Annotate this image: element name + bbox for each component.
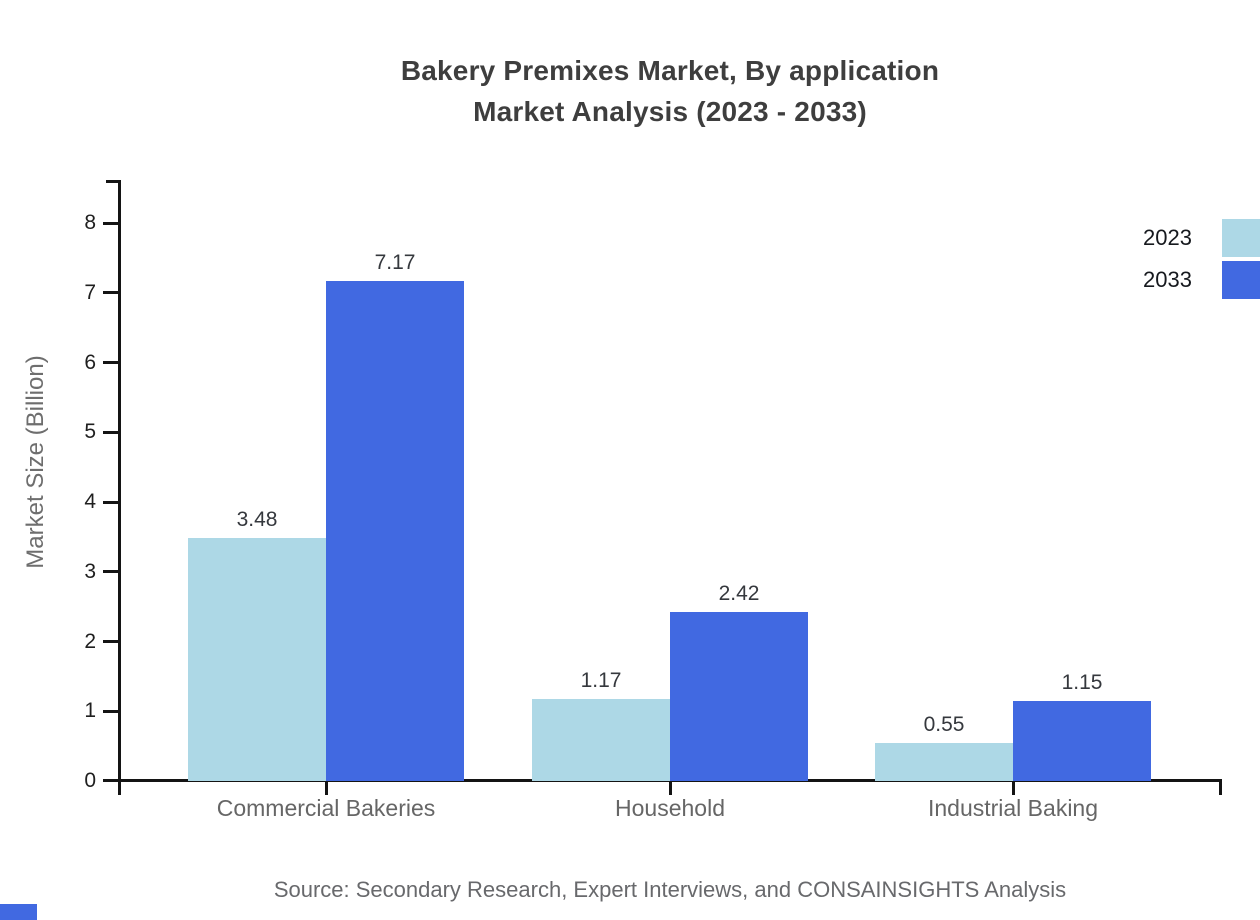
chart-title-line1: Bakery Premixes Market, By application — [400, 55, 940, 86]
y-tick-label-1: 1 — [84, 699, 96, 723]
legend-swatch-2023 — [1222, 219, 1260, 257]
value-label-2023-household: 1.17 — [580, 669, 622, 693]
value-label-2033-industrial-baking: 1.15 — [1061, 670, 1103, 694]
x-tick-household — [668, 781, 672, 795]
y-tick-7 — [103, 291, 120, 295]
y-axis-title: Market Size (Billion) — [22, 355, 49, 569]
y-axis-line — [118, 181, 121, 795]
y-tick-5 — [103, 430, 120, 434]
y-tick-label-0: 0 — [84, 769, 96, 792]
legend-label-2023: 2023 — [1143, 225, 1192, 250]
y-tick-label-4: 4 — [84, 490, 96, 513]
y-axis-cap-tick — [106, 180, 121, 183]
x-tick-commercial-bakeries — [324, 781, 328, 795]
legend-swatch-2033 — [1222, 261, 1260, 299]
chart-title: Bakery Premixes Market, By application M… — [170, 50, 1170, 132]
y-tick-label-3: 3 — [84, 559, 96, 583]
y-tick-3 — [103, 570, 120, 574]
corner-logo-mark — [0, 904, 37, 920]
y-tick-label-6: 6 — [84, 350, 96, 374]
y-tick-label-2: 2 — [84, 629, 96, 653]
y-tick-8 — [103, 221, 120, 225]
value-label-2023-industrial-baking: 0.55 — [923, 712, 965, 736]
legend-label-2033: 2033 — [1143, 267, 1192, 292]
bar-2033-industrial-baking — [1013, 700, 1151, 781]
y-tick-label-7: 7 — [84, 280, 96, 304]
y-tick-label-5: 5 — [84, 420, 96, 444]
x-label-commercial-bakeries: Commercial Bakeries — [216, 795, 436, 821]
chart-title-line2: Market Analysis (2023 - 2033) — [473, 96, 867, 127]
bar-2033-commercial-bakeries — [326, 280, 464, 781]
x-label-household: Household — [615, 795, 725, 821]
x-axis-end-tick — [1219, 779, 1222, 795]
y-tick-2 — [103, 640, 120, 643]
value-label-2033-household: 2.42 — [718, 582, 760, 606]
bar-2033-household — [670, 612, 808, 781]
y-tick-4 — [103, 500, 120, 504]
x-tick-industrial-baking — [1011, 781, 1015, 795]
x-label-industrial-baking: Industrial Baking — [927, 795, 1099, 821]
source-note: Source: Secondary Research, Expert Inter… — [273, 877, 1067, 902]
y-tick-1 — [103, 709, 120, 713]
bar-2023-commercial-bakeries — [188, 538, 326, 781]
bar-2023-household — [532, 699, 670, 781]
y-tick-label-8: 8 — [84, 211, 96, 234]
value-label-2023-commercial-bakeries: 3.48 — [236, 508, 278, 532]
value-label-2033-commercial-bakeries: 7.17 — [374, 250, 416, 274]
bar-2023-industrial-baking — [875, 742, 1013, 781]
y-tick-6 — [103, 361, 120, 364]
